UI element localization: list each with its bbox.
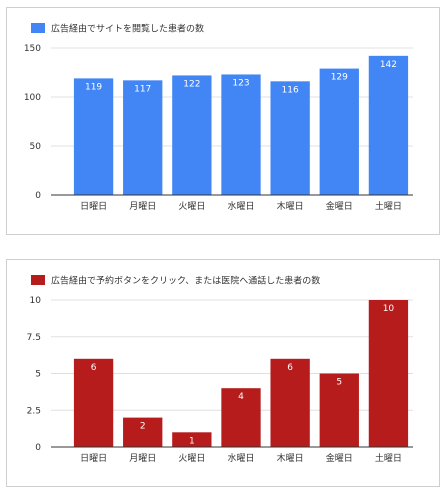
x-tick-label: 金曜日: [326, 200, 353, 212]
y-tick-label: 0: [35, 443, 41, 453]
y-tick-label: 150: [24, 44, 41, 54]
data-label: 117: [134, 84, 151, 94]
data-label: 2: [140, 422, 146, 432]
bar[interactable]: [221, 74, 261, 195]
data-label: 1: [189, 436, 195, 446]
chart-panel-conversions: 広告経由で予約ボタンをクリック、または医院へ通話した患者の数 0 2.5 5 7.5 10…: [6, 259, 440, 487]
x-tick-label: 土曜日: [375, 452, 402, 464]
bar[interactable]: [123, 417, 163, 447]
y-tick-label: 5: [35, 370, 41, 380]
data-label: 119: [85, 82, 102, 92]
data-label: 6: [91, 363, 97, 373]
x-tick-label: 土曜日: [375, 200, 402, 212]
bar-chart-sessions: 広告経由でサイトを閲覧した患者の数 0 50 100 150 119 日曜日 117 月曜日 12…: [24, 23, 413, 212]
y-tick-label: 10: [30, 296, 42, 306]
legend-swatch: [31, 275, 45, 285]
bar[interactable]: [172, 75, 212, 195]
y-tick-label: 50: [30, 142, 42, 152]
bar[interactable]: [319, 373, 359, 448]
x-tick-label: 木曜日: [277, 200, 304, 212]
x-tick-label: 日曜日: [80, 453, 107, 464]
bar[interactable]: [221, 388, 261, 447]
data-label: 142: [380, 60, 397, 70]
x-tick-label: 火曜日: [178, 201, 205, 212]
bar-chart-conversions: 広告経由で予約ボタンをクリック、または医院へ通話した患者の数 0 2.5 5 7.5 10…: [27, 275, 413, 464]
y-tick-label: 0: [35, 191, 41, 201]
data-label: 116: [282, 85, 299, 95]
x-tick-label: 木曜日: [277, 452, 304, 464]
chart-panel-sessions: 広告経由でサイトを閲覧した患者の数 0 50 100 150 119 日曜日 117 月曜日 12…: [6, 7, 440, 235]
x-tick-label: 水曜日: [227, 200, 254, 212]
data-label: 4: [238, 392, 244, 402]
legend-swatch: [31, 23, 45, 33]
bar[interactable]: [73, 358, 114, 447]
bar[interactable]: [172, 432, 212, 447]
data-label: 123: [232, 78, 249, 88]
y-tick-label: 7.5: [27, 333, 41, 343]
x-tick-label: 火曜日: [178, 453, 205, 464]
bar[interactable]: [73, 78, 114, 195]
legend-label: 広告経由でサイトを閲覧した患者の数: [51, 23, 204, 35]
x-tick-label: 日曜日: [80, 201, 107, 212]
data-label: 129: [331, 73, 348, 83]
y-tick-label: 100: [24, 93, 41, 103]
x-tick-label: 月曜日: [129, 201, 156, 212]
bar[interactable]: [123, 80, 163, 195]
x-tick-label: 金曜日: [326, 452, 353, 464]
x-tick-label: 水曜日: [227, 452, 254, 464]
bar[interactable]: [368, 300, 409, 447]
data-label: 5: [336, 378, 342, 388]
data-label: 6: [287, 363, 293, 373]
bar[interactable]: [368, 55, 409, 196]
data-label: 10: [383, 304, 395, 314]
bar[interactable]: [270, 81, 310, 195]
legend-label: 広告経由で予約ボタンをクリック、または医院へ通話した患者の数: [51, 275, 320, 287]
x-tick-label: 月曜日: [129, 453, 156, 464]
bar[interactable]: [319, 68, 359, 195]
data-label: 122: [183, 79, 200, 89]
bar[interactable]: [270, 358, 310, 447]
y-tick-label: 2.5: [27, 406, 41, 416]
